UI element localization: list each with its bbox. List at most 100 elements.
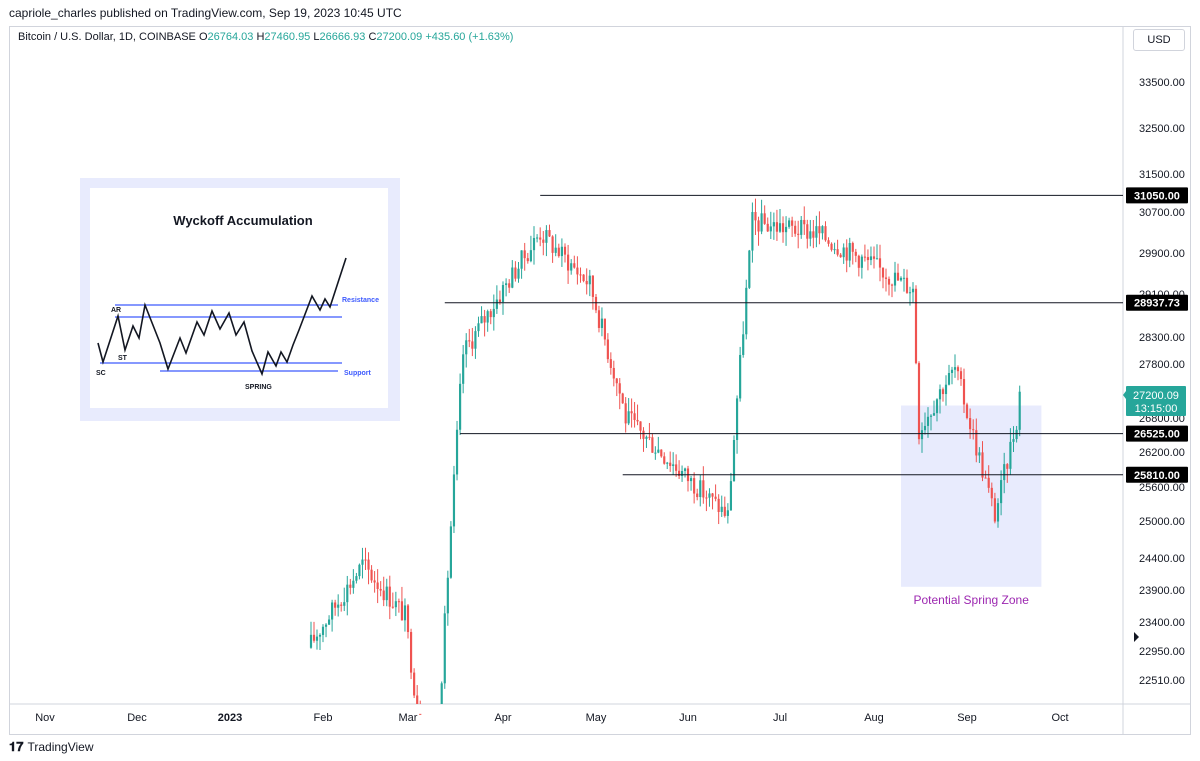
y-tick-label: 25000.00 bbox=[1139, 516, 1185, 528]
candle-body bbox=[896, 272, 900, 281]
candle-body bbox=[654, 452, 657, 454]
candle-body bbox=[803, 219, 806, 225]
candle-body bbox=[699, 480, 702, 498]
candle-body bbox=[1003, 464, 1006, 481]
candle-body bbox=[486, 311, 489, 323]
x-tick-label: Nov bbox=[35, 712, 55, 724]
candle-body bbox=[848, 243, 851, 261]
candle-body bbox=[551, 236, 554, 253]
candle-body bbox=[376, 582, 379, 589]
candle-body bbox=[627, 411, 630, 424]
level-price-label: 26525.00 bbox=[1134, 429, 1180, 441]
level-price-tag bbox=[1126, 466, 1188, 483]
candle-body bbox=[839, 254, 842, 258]
candle-body bbox=[597, 310, 601, 328]
candle-body bbox=[514, 267, 517, 279]
wyckoff-label-resistance: Resistance bbox=[342, 297, 379, 304]
last-price-value: 27200.09 bbox=[1133, 390, 1179, 402]
candle-body bbox=[400, 601, 404, 621]
candle-body bbox=[648, 436, 651, 438]
candle-body bbox=[923, 425, 927, 431]
candle-body bbox=[318, 634, 322, 637]
y-tick-label: 31500.00 bbox=[1139, 169, 1185, 181]
candle-body bbox=[791, 220, 794, 226]
candle-body bbox=[827, 240, 830, 244]
candle-body bbox=[440, 683, 443, 704]
candle-body bbox=[714, 496, 717, 499]
change-value: +435.60 (+1.63%) bbox=[425, 31, 514, 43]
candle-body bbox=[708, 493, 711, 498]
candle-body bbox=[576, 267, 579, 275]
candle-body bbox=[778, 223, 782, 232]
candle-body bbox=[385, 586, 388, 601]
candle-body bbox=[603, 318, 606, 340]
x-tick-label: Oct bbox=[1051, 712, 1068, 724]
candle-body bbox=[926, 416, 930, 426]
candle-body bbox=[751, 212, 754, 251]
candle-body bbox=[941, 389, 945, 395]
candle-body bbox=[358, 564, 361, 577]
candle-body bbox=[911, 288, 915, 293]
candle-body bbox=[588, 275, 591, 285]
candle-body bbox=[944, 384, 948, 395]
candle-body bbox=[651, 437, 654, 453]
candle-body bbox=[554, 247, 557, 253]
candle-body bbox=[624, 403, 627, 424]
candle-body bbox=[899, 277, 903, 281]
candle-body bbox=[480, 316, 483, 324]
last-price-arrow-icon bbox=[1123, 391, 1126, 399]
candle-body bbox=[573, 263, 576, 268]
candle-body bbox=[969, 418, 972, 430]
x-tick-label: Apr bbox=[494, 712, 511, 724]
candle-body bbox=[815, 226, 818, 238]
candle-body bbox=[346, 584, 349, 603]
candle-body bbox=[492, 308, 495, 318]
candle-body bbox=[343, 602, 346, 606]
y-tick-label: 22510.00 bbox=[1139, 675, 1185, 687]
candle-body bbox=[735, 398, 739, 440]
candle-body bbox=[797, 233, 800, 235]
candle-body bbox=[334, 602, 337, 608]
candle-body bbox=[920, 430, 924, 440]
y-tick-label: 24400.00 bbox=[1139, 553, 1185, 565]
candle-body bbox=[739, 354, 742, 399]
candle-body bbox=[732, 439, 736, 482]
candle-body bbox=[996, 503, 1000, 522]
candle-body bbox=[669, 462, 672, 466]
candle-body bbox=[863, 256, 866, 258]
candle-body bbox=[978, 452, 981, 456]
candle-body bbox=[769, 226, 772, 232]
candle-body bbox=[857, 255, 860, 268]
candle-body bbox=[312, 634, 316, 641]
candle-body bbox=[416, 695, 419, 704]
wyckoff-label-spring: SPRING bbox=[245, 384, 272, 391]
candle-body bbox=[505, 283, 508, 286]
candle-body bbox=[471, 341, 474, 349]
candle-body bbox=[683, 468, 687, 472]
candle-body bbox=[511, 267, 514, 288]
candle-body bbox=[349, 584, 352, 588]
candle-body bbox=[397, 601, 400, 603]
candle-body bbox=[645, 436, 648, 439]
candle-body bbox=[560, 246, 563, 257]
candle-body bbox=[956, 367, 960, 372]
x-tick-label: Sep bbox=[957, 712, 977, 724]
candle-body bbox=[729, 481, 733, 511]
wyckoff-title: Wyckoff Accumulation bbox=[173, 213, 312, 228]
candle-body bbox=[772, 222, 775, 227]
candle-body bbox=[508, 283, 511, 288]
candle-body bbox=[394, 601, 397, 608]
axis-marker-icon bbox=[1134, 632, 1139, 642]
wyckoff-label-support: Support bbox=[344, 370, 371, 377]
candle-body bbox=[361, 559, 364, 565]
candle-body bbox=[465, 340, 468, 355]
candle-body bbox=[523, 250, 526, 259]
candle-body bbox=[953, 367, 957, 370]
y-tick-label: 22950.00 bbox=[1139, 646, 1185, 658]
currency-button[interactable]: USD bbox=[1133, 29, 1185, 51]
candle-body bbox=[965, 404, 969, 419]
candle-body bbox=[689, 478, 693, 482]
candle-body bbox=[866, 257, 870, 261]
last-price-tag bbox=[1126, 386, 1186, 416]
